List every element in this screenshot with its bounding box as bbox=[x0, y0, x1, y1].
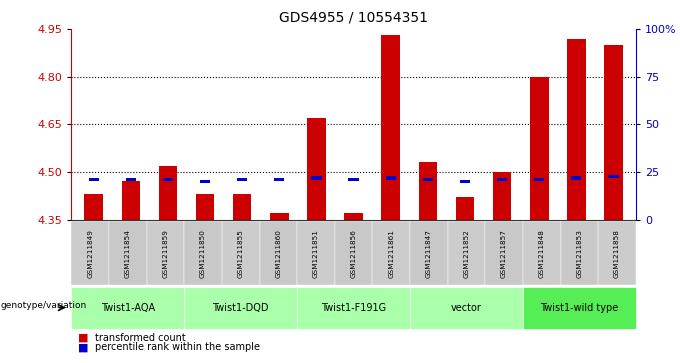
Text: ■: ■ bbox=[78, 342, 88, 352]
Bar bbox=[158, 166, 177, 220]
Bar bbox=[307, 118, 326, 220]
Bar bbox=[122, 182, 140, 220]
Text: GSM1211854: GSM1211854 bbox=[125, 229, 131, 278]
Text: GDS4955 / 10554351: GDS4955 / 10554351 bbox=[279, 11, 428, 25]
Text: Twist1-AQA: Twist1-AQA bbox=[101, 303, 155, 313]
Text: genotype/variation: genotype/variation bbox=[1, 301, 87, 310]
Bar bbox=[233, 194, 252, 220]
Bar bbox=[423, 178, 433, 182]
Bar bbox=[344, 213, 363, 220]
Text: vector: vector bbox=[451, 303, 482, 313]
Text: ■: ■ bbox=[78, 333, 88, 343]
Text: transformed count: transformed count bbox=[95, 333, 186, 343]
Bar bbox=[200, 180, 210, 183]
Text: GSM1211856: GSM1211856 bbox=[351, 229, 356, 278]
Bar bbox=[348, 178, 359, 182]
Text: Twist1-DQD: Twist1-DQD bbox=[212, 303, 269, 313]
Bar bbox=[571, 176, 581, 180]
Text: GSM1211851: GSM1211851 bbox=[313, 229, 319, 278]
Text: GSM1211855: GSM1211855 bbox=[238, 229, 243, 278]
Bar bbox=[497, 178, 507, 182]
Bar bbox=[605, 45, 623, 220]
Text: GSM1211852: GSM1211852 bbox=[464, 229, 469, 278]
Bar bbox=[609, 175, 619, 178]
Bar bbox=[456, 197, 474, 220]
Bar bbox=[88, 178, 99, 182]
Text: Twist1-F191G: Twist1-F191G bbox=[321, 303, 386, 313]
Bar bbox=[460, 180, 470, 183]
Bar bbox=[567, 38, 585, 220]
Bar bbox=[530, 77, 549, 220]
Bar bbox=[534, 178, 545, 182]
Bar bbox=[84, 194, 103, 220]
Text: GSM1211847: GSM1211847 bbox=[426, 229, 432, 278]
Text: GSM1211861: GSM1211861 bbox=[388, 229, 394, 278]
Text: GSM1211853: GSM1211853 bbox=[577, 229, 582, 278]
Bar bbox=[274, 178, 284, 182]
Bar bbox=[270, 213, 288, 220]
Text: GSM1211848: GSM1211848 bbox=[539, 229, 545, 278]
Bar bbox=[163, 178, 173, 182]
Bar bbox=[381, 35, 400, 220]
Bar bbox=[311, 176, 322, 180]
Bar bbox=[419, 162, 437, 220]
Text: Twist1-wild type: Twist1-wild type bbox=[540, 303, 619, 313]
Text: GSM1211857: GSM1211857 bbox=[501, 229, 507, 278]
Text: GSM1211860: GSM1211860 bbox=[275, 229, 282, 278]
Bar bbox=[126, 178, 136, 182]
Bar bbox=[196, 194, 214, 220]
Bar bbox=[493, 172, 511, 220]
Text: percentile rank within the sample: percentile rank within the sample bbox=[95, 342, 260, 352]
Text: GSM1211858: GSM1211858 bbox=[614, 229, 620, 278]
Text: GSM1211859: GSM1211859 bbox=[163, 229, 169, 278]
Bar bbox=[386, 176, 396, 180]
Bar bbox=[237, 178, 248, 182]
Text: GSM1211850: GSM1211850 bbox=[200, 229, 206, 278]
Text: GSM1211849: GSM1211849 bbox=[87, 229, 93, 278]
